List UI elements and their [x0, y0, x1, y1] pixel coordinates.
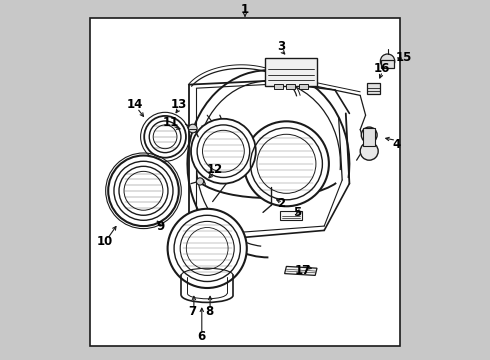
Circle shape	[360, 142, 378, 160]
Circle shape	[380, 54, 395, 68]
Bar	[367, 83, 380, 94]
Text: 10: 10	[97, 235, 113, 248]
Bar	[381, 60, 393, 68]
Text: 13: 13	[171, 98, 187, 111]
Text: 17: 17	[294, 264, 311, 276]
Text: 4: 4	[392, 138, 400, 150]
Bar	[286, 84, 295, 89]
Text: 7: 7	[189, 305, 197, 318]
Text: 11: 11	[163, 116, 179, 129]
Bar	[299, 84, 308, 89]
Circle shape	[189, 124, 197, 133]
Polygon shape	[285, 266, 317, 275]
Text: 14: 14	[127, 98, 144, 111]
Circle shape	[108, 156, 179, 226]
Circle shape	[144, 116, 186, 158]
Circle shape	[196, 178, 204, 185]
Text: 6: 6	[197, 330, 206, 343]
Circle shape	[361, 127, 377, 143]
Text: 1: 1	[241, 3, 249, 15]
Text: 5: 5	[293, 206, 301, 219]
Text: 15: 15	[395, 51, 412, 64]
Bar	[90, 18, 400, 346]
Bar	[274, 84, 283, 89]
Text: 8: 8	[205, 305, 213, 318]
Circle shape	[244, 121, 329, 206]
Text: 9: 9	[156, 220, 165, 233]
Circle shape	[168, 209, 247, 288]
Bar	[265, 58, 317, 86]
Text: 16: 16	[373, 62, 390, 75]
Text: 12: 12	[206, 163, 222, 176]
Text: 2: 2	[277, 197, 285, 210]
Circle shape	[191, 119, 256, 184]
Bar	[280, 211, 302, 220]
Bar	[363, 128, 375, 146]
Text: 3: 3	[277, 40, 285, 53]
